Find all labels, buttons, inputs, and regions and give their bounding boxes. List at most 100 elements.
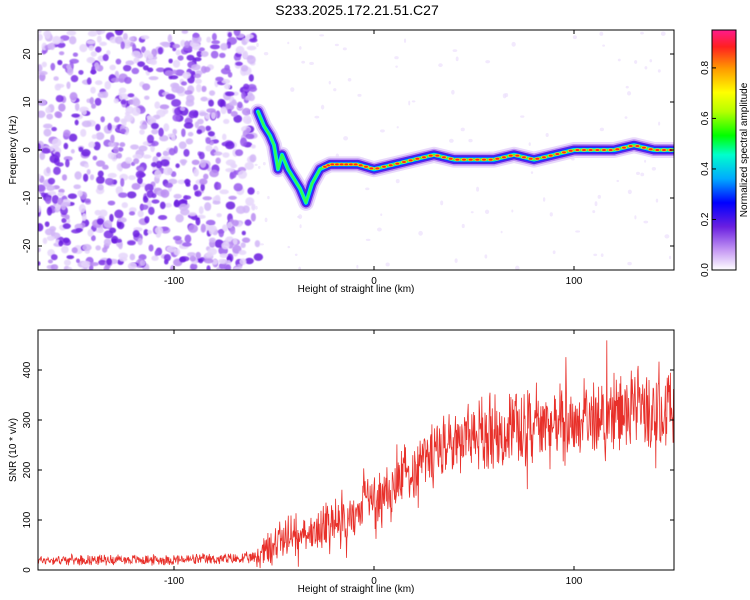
noise-speck [655, 198, 659, 203]
noise-blob [86, 77, 92, 85]
noise-blob [167, 34, 173, 43]
noise-blob [73, 184, 81, 190]
noise-blob [170, 171, 177, 178]
noise-blob [208, 99, 214, 107]
noise-speck [572, 35, 577, 40]
noise-blob [212, 200, 221, 205]
top-y-ticks: -20 -10 0 10 20 [22, 48, 674, 253]
noise-speck [395, 179, 400, 184]
noise-speck [258, 165, 261, 169]
noise-speck [320, 104, 325, 110]
ridge-hotspot [535, 157, 540, 160]
noise-speck [357, 93, 362, 97]
noise-blob [177, 55, 184, 61]
noise-blob [245, 197, 255, 206]
noise-blob [94, 209, 102, 216]
noise-blob [172, 235, 182, 241]
noise-blob [168, 58, 173, 64]
noise-blob [154, 250, 159, 257]
noise-blob [38, 184, 46, 192]
noise-blob [61, 174, 68, 181]
noise-blob [41, 61, 47, 68]
noise-blob [55, 111, 63, 119]
noise-blob [188, 212, 197, 217]
noise-speck [385, 262, 390, 267]
noise-blob [83, 173, 89, 182]
ridge-hotspot [455, 158, 460, 161]
bottom-y-tick-label: 0 [22, 567, 33, 573]
noise-blob [203, 66, 211, 73]
noise-blob [139, 259, 146, 267]
ridge-hotspot [522, 156, 526, 159]
noise-blob [110, 77, 121, 83]
noise-blob [61, 204, 67, 211]
noise-blob [100, 116, 105, 123]
noise-blob [171, 85, 181, 93]
top-y-axis-label: Frequency (Hz) [8, 116, 19, 185]
noise-blob [47, 177, 56, 185]
noise-blob [114, 209, 124, 219]
noise-blob [229, 172, 235, 180]
noise-blob [157, 47, 164, 55]
noise-blob [180, 39, 186, 47]
noise-speck [461, 223, 465, 229]
noise-blob [160, 189, 170, 198]
noise-speck [625, 85, 629, 89]
noise-blob [205, 219, 216, 226]
ridge-hotspot [330, 163, 335, 166]
noise-blob [95, 46, 102, 53]
noise-blob [55, 203, 62, 211]
noise-blob [231, 99, 237, 105]
noise-speck [658, 121, 661, 126]
noise-blob [147, 67, 154, 73]
noise-blob [203, 258, 214, 264]
noise-blob [120, 118, 128, 124]
noise-blob [57, 192, 64, 197]
ridge-hotspot [382, 165, 386, 168]
noise-blob [67, 193, 78, 199]
noise-speck [342, 47, 347, 51]
colorbar: 0.0 0.2 0.4 0.6 0.8 Normalized spectral ampl… [700, 29, 750, 277]
noise-blob [129, 253, 136, 261]
noise-blob [116, 238, 122, 243]
noise-blob [122, 32, 128, 41]
noise-blob [141, 46, 146, 54]
noise-blob [205, 137, 212, 145]
noise-blob [164, 182, 174, 188]
noise-blob [187, 252, 196, 257]
noise-blob [38, 70, 48, 76]
noise-blob [182, 71, 192, 79]
noise-blob [120, 99, 127, 105]
ridge-hotspot [358, 164, 363, 167]
noise-blob [55, 94, 64, 103]
noise-speck [593, 253, 598, 257]
noise-blob [70, 149, 75, 154]
noise-speck [515, 265, 520, 270]
noise-blob [180, 159, 186, 166]
noise-blob [215, 157, 221, 164]
noise-blob [140, 204, 149, 210]
noise-speck [263, 52, 269, 56]
noise-blob [246, 55, 256, 65]
noise-blob [50, 264, 59, 270]
noise-blob [57, 59, 63, 66]
noise-blob [138, 145, 148, 152]
noise-blob [90, 235, 96, 242]
noise-blob [113, 116, 120, 123]
noise-blob [71, 113, 80, 118]
noise-blob [183, 149, 190, 157]
noise-blob [173, 193, 182, 199]
noise-blob [178, 141, 187, 150]
noise-blob [89, 262, 99, 267]
ridge-hotspot [508, 154, 513, 157]
noise-blob [224, 83, 231, 90]
noise-speck [520, 115, 525, 118]
noise-speck [634, 215, 637, 220]
noise-blob [46, 206, 53, 216]
noise-blob [179, 256, 187, 263]
noise-speck [511, 41, 516, 47]
ridge-hotspot [555, 153, 560, 155]
noise-blob [150, 122, 159, 130]
colorbar-tick-label: 0.6 [700, 111, 711, 125]
ridge-hotspot [408, 159, 413, 162]
